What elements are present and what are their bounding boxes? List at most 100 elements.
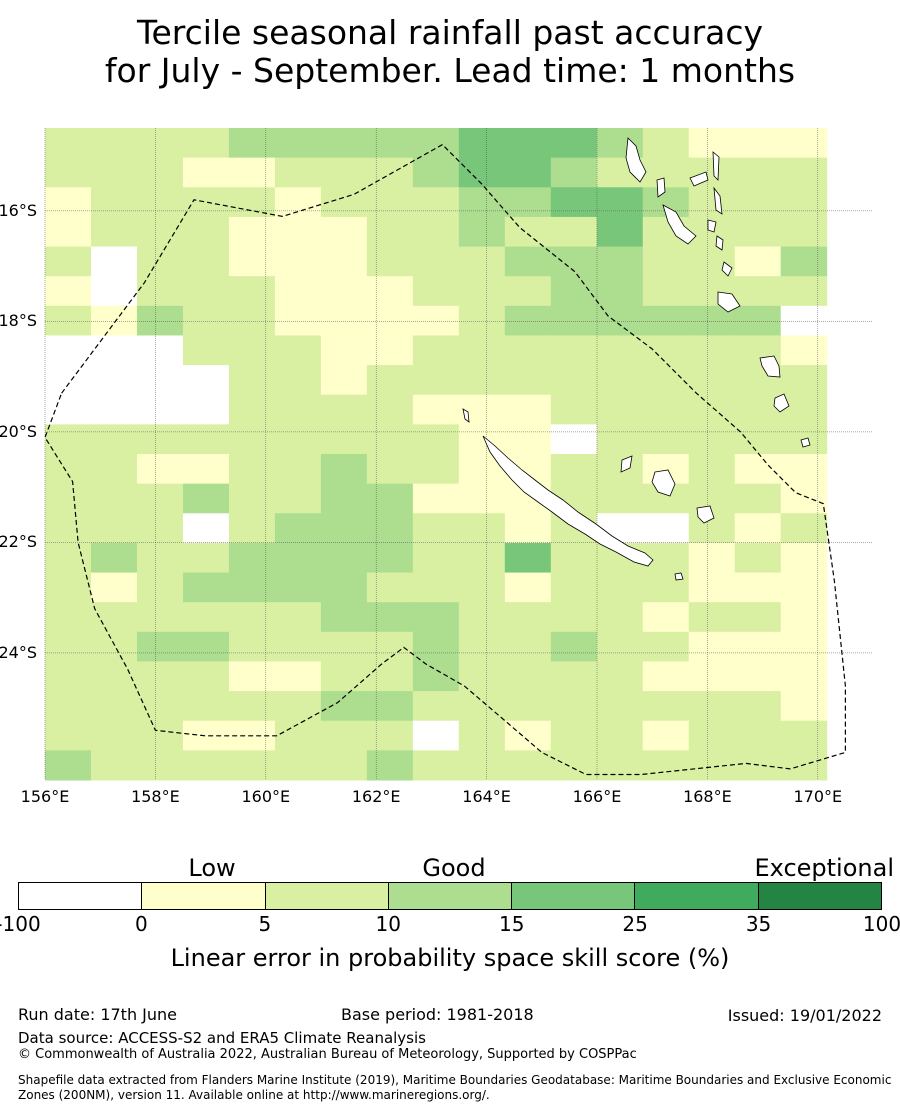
skill-cell: [90, 513, 138, 544]
skill-cell: [136, 276, 184, 307]
skill-cell: [320, 631, 368, 662]
data-source: Data source: ACCESS-S2 and ERA5 Climate …: [18, 1029, 426, 1047]
colorbar-tick-label: 10: [375, 912, 401, 936]
skill-cell: [458, 216, 506, 248]
skill-cell: [642, 128, 690, 159]
skill-cell: [734, 128, 782, 159]
skill-cell: [780, 246, 828, 277]
skill-cell: [550, 720, 598, 751]
colorbar-tick-label: 15: [498, 912, 525, 936]
skill-cell: [504, 542, 552, 574]
skill-cell: [596, 335, 644, 366]
colorbar-tick-label: 100: [862, 912, 900, 936]
skill-cell: [412, 720, 460, 751]
colorbar-label: Linear error in probability space skill …: [170, 944, 730, 972]
skill-cell: [45, 513, 92, 544]
skill-cell: [182, 424, 230, 455]
skill-cell: [780, 691, 828, 722]
skill-cell: [412, 454, 460, 485]
skill-cell: [550, 187, 598, 218]
skill-cell: [504, 513, 552, 544]
skill-cell: [182, 513, 230, 544]
skill-cell: [274, 335, 322, 366]
skill-cell: [366, 216, 414, 248]
skill-cell: [228, 424, 276, 455]
longitude-label: 160°E: [241, 787, 291, 806]
skill-cell: [320, 720, 368, 751]
skill-cell: [550, 631, 598, 662]
skill-cell: [45, 483, 92, 514]
skill-cell: [136, 394, 184, 425]
skill-cell: [90, 128, 138, 159]
skill-cell: [504, 750, 552, 781]
skill-cell: [45, 335, 92, 366]
skill-cell: [45, 365, 92, 396]
skill-cell: [734, 157, 782, 188]
skill-cell: [780, 483, 828, 514]
skill-cell: [366, 187, 414, 218]
latitude-label: 24°S: [0, 642, 37, 662]
skill-cell: [45, 602, 92, 633]
skill-cell: [228, 216, 276, 248]
skill-cell: [504, 128, 552, 159]
skill-cell: [504, 276, 552, 307]
skill-cell: [734, 394, 782, 425]
skill-cell: [228, 276, 276, 307]
skill-cell: [412, 483, 460, 514]
skill-cell: [688, 572, 736, 603]
skill-cell: [45, 572, 92, 603]
colorbar-segment: [512, 883, 636, 909]
skill-cell: [550, 542, 598, 574]
skill-cell: [458, 157, 506, 188]
skill-cell: [366, 542, 414, 574]
skill-cell: [458, 631, 506, 662]
skill-cell: [734, 483, 782, 514]
skill-cell: [458, 128, 506, 159]
run-date: Run date: 17th June: [18, 1005, 178, 1024]
skill-cell: [458, 513, 506, 544]
skill-cell: [596, 572, 644, 603]
skill-cell: [274, 216, 322, 248]
skill-cell: [45, 187, 92, 218]
skill-cell: [136, 542, 184, 574]
skill-cell: [550, 335, 598, 366]
longitude-label: 162°E: [351, 787, 401, 806]
skill-cell: [366, 128, 414, 159]
skill-cell: [182, 572, 230, 603]
skill-cell: [182, 720, 230, 751]
skill-cell: [136, 187, 184, 218]
skill-cell: [274, 246, 322, 277]
skill-cell: [182, 542, 230, 574]
skill-cell: [320, 335, 368, 366]
skill-cell: [366, 246, 414, 277]
skill-cell: [412, 542, 460, 574]
skill-cell: [550, 365, 598, 396]
colorbar-tick-label: 35: [745, 912, 772, 936]
skill-cell: [136, 365, 184, 396]
skill-cell: [274, 157, 322, 188]
colorbar-tick-label: 0: [135, 912, 148, 936]
skill-cell: [458, 750, 506, 781]
skill-cell: [182, 216, 230, 248]
skill-cell: [780, 542, 828, 574]
skill-cell: [182, 276, 230, 307]
skill-cell: [320, 276, 368, 307]
skill-cell: [366, 750, 414, 781]
skill-cell: [596, 661, 644, 692]
title-line-2: for July - September. Lead time: 1 month…: [104, 51, 796, 90]
skill-cell: [550, 305, 598, 336]
skill-cell: [182, 365, 230, 396]
skill-cell: [228, 394, 276, 425]
skill-cell: [642, 365, 690, 396]
skill-cell: [642, 720, 690, 751]
skill-cell: [412, 128, 460, 159]
skill-cell: [90, 750, 138, 781]
skill-cell: [780, 305, 828, 336]
copyright: © Commonwealth of Australia 2022, Austra…: [18, 1047, 637, 1062]
colorbar-tick-label: -100: [0, 912, 41, 936]
skill-cell: [90, 454, 138, 485]
skill-cell: [366, 572, 414, 603]
latitude-label: 16°S: [0, 200, 37, 220]
skill-cell: [136, 157, 184, 188]
skill-cell: [228, 365, 276, 396]
